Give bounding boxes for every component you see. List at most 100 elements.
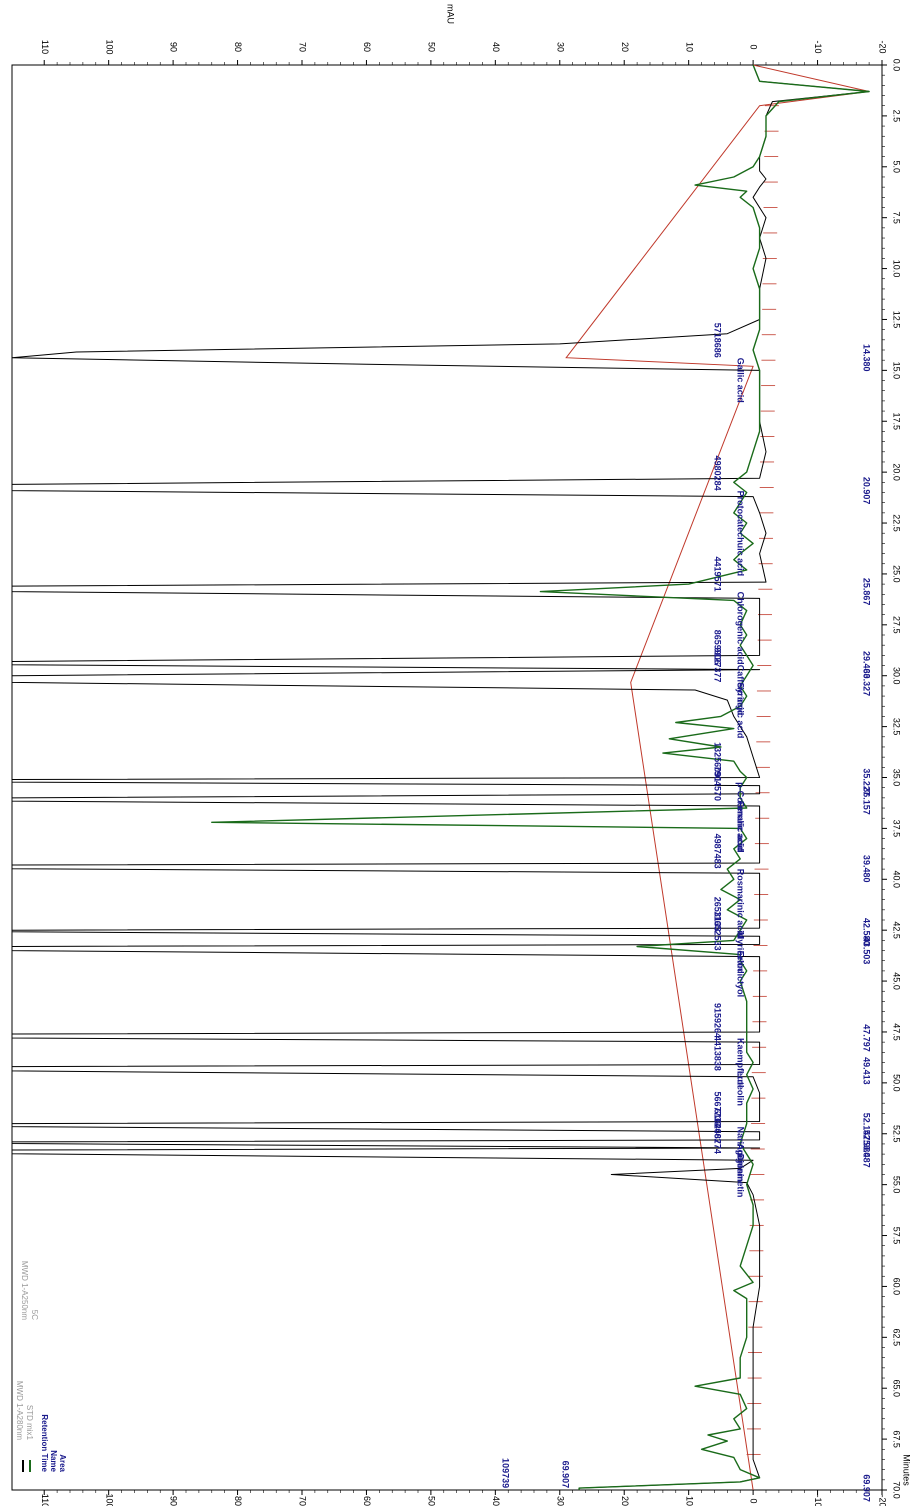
peak-area-label: 4419571 — [713, 557, 723, 592]
x-tick-label: 12.5 — [892, 311, 902, 329]
peak-name-label: Eriodictyol — [736, 951, 746, 998]
peak-area-label: 11652533 — [713, 911, 723, 951]
peak-rt-label: 25.867 — [862, 578, 872, 606]
x-tick-label: 17.5 — [892, 412, 902, 430]
peak-name-label: Rosmarinic acid — [736, 869, 746, 939]
y-tick-label-top: 110 — [40, 40, 50, 54]
peak-rt-label: 52.147 — [862, 1113, 872, 1141]
y-axis-label: mAU — [446, 4, 456, 24]
y-tick-label-bottom: 10 — [684, 1496, 694, 1506]
legend-label: MWD 1-A250nm — [20, 1261, 29, 1320]
y-tick-label-top: 90 — [169, 42, 179, 52]
legend-sub-label: STD mix1 — [25, 1405, 34, 1441]
y-tick-label-bottom: 50 — [427, 1496, 437, 1506]
x-tick-label: 27.5 — [892, 616, 902, 634]
x-tick-label: 30.0 — [892, 667, 902, 685]
peak-rt-label: 69.907 — [561, 1461, 571, 1489]
y-tick-label-top: 60 — [362, 42, 372, 52]
peak-area-label: 4980284 — [713, 456, 723, 491]
x-tick-label: 0.0 — [892, 59, 902, 72]
peak-rt-label: 69.907 — [862, 1474, 872, 1502]
x-tick-label: 62.5 — [892, 1329, 902, 1347]
peak-area-label: 2653133 — [713, 897, 723, 932]
x-tick-label: 7.5 — [892, 211, 902, 224]
peak-rt-label: 39.480 — [862, 855, 872, 883]
peak-name-label: p-Coumaric acid — [736, 782, 746, 853]
x-tick-label: 5.0 — [892, 161, 902, 174]
x-tick-label: 2.5 — [892, 110, 902, 123]
x-tick-label: 22.5 — [892, 514, 902, 532]
x-tick-label: 37.5 — [892, 820, 902, 838]
x-tick-label: 65.0 — [892, 1379, 902, 1397]
y-tick-label-top: -10 — [813, 40, 823, 53]
y-tick-label-bottom: 0 — [749, 1498, 759, 1503]
y-tick-label-bottom: 100 — [104, 1493, 114, 1506]
peak-area-label: 9127377 — [713, 647, 723, 682]
y-tick-label-top: 10 — [684, 42, 694, 52]
legend-peak-key: Name — [49, 1450, 58, 1472]
x-tick-label: 52.5 — [892, 1125, 902, 1143]
y-tick-label-top: -20 — [878, 40, 888, 53]
peak-rt-label: 36.157 — [862, 787, 872, 815]
peak-rt-label: 14.380 — [862, 344, 872, 372]
peak-area-label: 8659906 — [713, 630, 723, 665]
legend-sub-label: 5C — [30, 1310, 39, 1320]
peak-area-label: 6248774 — [713, 1119, 723, 1154]
peak-area-label: 4987483 — [713, 834, 723, 869]
x-tick-label: 55.0 — [892, 1176, 902, 1194]
x-tick-label: 10.0 — [892, 260, 902, 278]
legend-peak-key: Area — [58, 1454, 67, 1472]
y-tick-label-top: 40 — [491, 42, 501, 52]
y-tick-label-bottom: -20 — [878, 1494, 888, 1506]
peak-area-label: 4413838 — [713, 1036, 723, 1071]
peak-area-label: 5718686 — [713, 323, 723, 358]
series-line-a250nm — [211, 64, 870, 1490]
y-tick-label-bottom: 30 — [555, 1496, 565, 1506]
x-tick-label: 25.0 — [892, 565, 902, 583]
peak-rt-label: 30.327 — [862, 669, 872, 697]
peak-name-label: Protocatechuic acid — [736, 491, 746, 577]
x-tick-label: 32.5 — [892, 718, 902, 736]
peak-rt-label: 35.227 — [862, 768, 872, 796]
y-tick-label-bottom: 70 — [298, 1496, 308, 1506]
peak-rt-label: 43.503 — [862, 937, 872, 965]
x-tick-label: 40.0 — [892, 871, 902, 889]
peak-name-label: Kaempferol — [736, 1038, 746, 1088]
peak-name-label: Gallic acid — [736, 358, 746, 403]
x-tick-label: 60.0 — [892, 1278, 902, 1296]
y-tick-label-top: 50 — [427, 42, 437, 52]
y-tick-label-top: 0 — [749, 44, 759, 49]
peak-rt-label: 20.907 — [862, 477, 872, 505]
y-tick-label-top: 30 — [555, 42, 565, 52]
peak-rt-label: 52.980 — [862, 1130, 872, 1158]
peak-rt-label: 47.797 — [862, 1024, 872, 1052]
peak-area-label: 9159264 — [713, 1003, 723, 1038]
peak-name-label: Chlorogenic acid — [736, 592, 746, 665]
peak-name-label: Myricetin — [736, 932, 746, 972]
peak-rt-label: 53.487 — [862, 1140, 872, 1168]
peak-rt-label: 29.463 — [862, 651, 872, 679]
x-tick-label: 57.5 — [892, 1227, 902, 1245]
peak-rt-label: 42.580 — [862, 918, 872, 946]
y-tick-label-bottom: 40 — [491, 1496, 501, 1506]
peak-area-label: 13256091 — [713, 742, 723, 782]
peak-name-label: Apigenin — [736, 1144, 746, 1183]
y-tick-label-bottom: -10 — [813, 1494, 823, 1506]
peak-area-label: 109739 — [501, 1458, 511, 1488]
peak-name-label: Caffeic acid — [736, 665, 746, 716]
y-tick-label-top: 100 — [104, 39, 114, 54]
legend-label: MWD 1-A280nm — [15, 1381, 24, 1440]
y-tick-label-top: 70 — [298, 42, 308, 52]
x-tick-label: 45.0 — [892, 972, 902, 990]
x-axis-label: Minutes — [902, 1454, 912, 1486]
peak-area-label: 7904570 — [713, 766, 723, 801]
series-line-a280nm — [11, 64, 870, 1490]
peak-name-label: Ferulic acid — [736, 801, 746, 851]
y-tick-label-bottom: 110 — [40, 1494, 50, 1506]
peak-name-label: Diosmetin — [736, 1154, 746, 1198]
x-tick-label: 50.0 — [892, 1074, 902, 1092]
y-tick-label-bottom: 90 — [169, 1496, 179, 1506]
y-tick-label-top: 20 — [620, 42, 630, 52]
